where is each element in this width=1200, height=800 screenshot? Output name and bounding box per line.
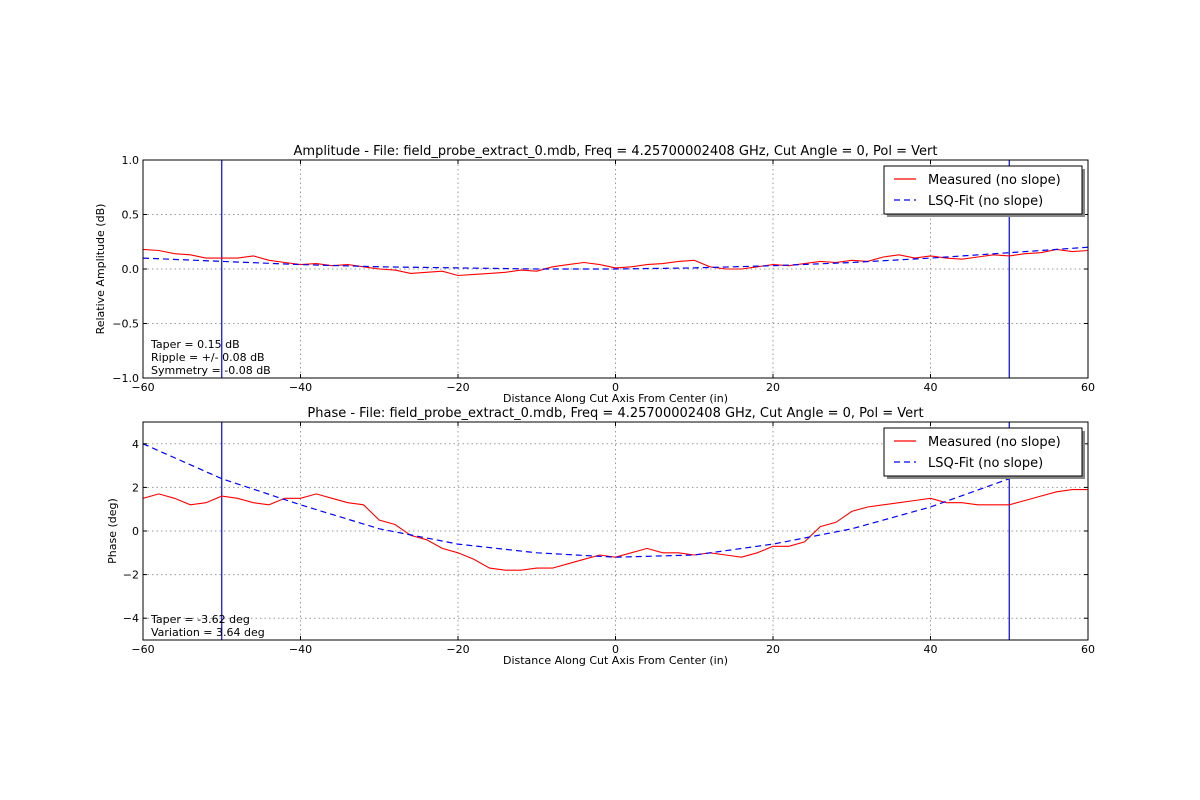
x-tick-label: 20 — [766, 381, 780, 394]
x-tick-label: 0 — [612, 643, 619, 656]
chart-amplitude: −60 −40 −20 0 20 40 60 −1.0 −0.5 0.0 0.5 1.0 Amplitu… — [94, 144, 1095, 405]
y-tick-label: 1.0 — [122, 154, 140, 167]
legend-label: LSQ-Fit (no slope) — [928, 456, 1043, 471]
x-tick-label: −20 — [446, 643, 469, 656]
lsq-fit-line — [143, 246, 1088, 270]
x-tick-label: −40 — [289, 381, 312, 394]
x-axis-label: Distance Along Cut Axis From Center (in) — [503, 392, 728, 405]
y-tick-label: 0.5 — [122, 209, 140, 222]
x-tick-label: 60 — [1081, 381, 1095, 394]
legend-label: Measured (no slope) — [928, 173, 1061, 188]
y-tick-label: −1.0 — [112, 372, 139, 385]
y-tick-label: −2 — [123, 569, 139, 582]
y-tick-label: 0.0 — [122, 263, 140, 276]
x-tick-label: 60 — [1081, 643, 1095, 656]
stats-annotation: Symmetry = -0.08 dB — [151, 364, 271, 377]
x-tick-label: 0 — [612, 381, 619, 394]
y-tick-label: 4 — [132, 438, 139, 451]
legend-label: Measured (no slope) — [928, 435, 1061, 450]
x-tick-label: −20 — [446, 381, 469, 394]
measured-line — [143, 489, 1088, 571]
y-tick-label: −0.5 — [112, 318, 139, 331]
chart-title: Amplitude - File: field_probe_extract_0.… — [294, 144, 938, 159]
chart-title: Phase - File: field_probe_extract_0.mdb,… — [307, 406, 923, 421]
x-tick-label: 40 — [924, 381, 938, 394]
x-tick-label: −60 — [131, 381, 154, 394]
x-tick-label: 40 — [924, 643, 938, 656]
y-axis-label: Relative Amplitude (dB) — [94, 204, 107, 335]
legend-label: LSQ-Fit (no slope) — [928, 194, 1043, 209]
y-tick-label: 2 — [132, 481, 139, 494]
y-tick-label: 0 — [132, 525, 139, 538]
measured-line — [143, 248, 1088, 277]
stats-annotation: Taper = 0.15 dB — [150, 338, 240, 351]
x-tick-label: 20 — [766, 643, 780, 656]
y-tick-label: −4 — [123, 612, 139, 625]
x-tick-label: −40 — [289, 643, 312, 656]
x-axis-label: Distance Along Cut Axis From Center (in) — [503, 654, 728, 667]
legend: Measured (no slope) LSQ-Fit (no slope) — [883, 427, 1085, 479]
stats-annotation: Taper = -3.62 deg — [150, 613, 250, 626]
stats-annotation: Ripple = +/- 0.08 dB — [151, 351, 265, 364]
grid — [142, 422, 1089, 640]
y-axis-label: Phase (deg) — [106, 498, 119, 564]
legend: Measured (no slope) LSQ-Fit (no slope) — [883, 165, 1085, 217]
stats-annotation: Variation = 3.64 deg — [151, 626, 265, 639]
x-tick-label: −60 — [131, 643, 154, 656]
